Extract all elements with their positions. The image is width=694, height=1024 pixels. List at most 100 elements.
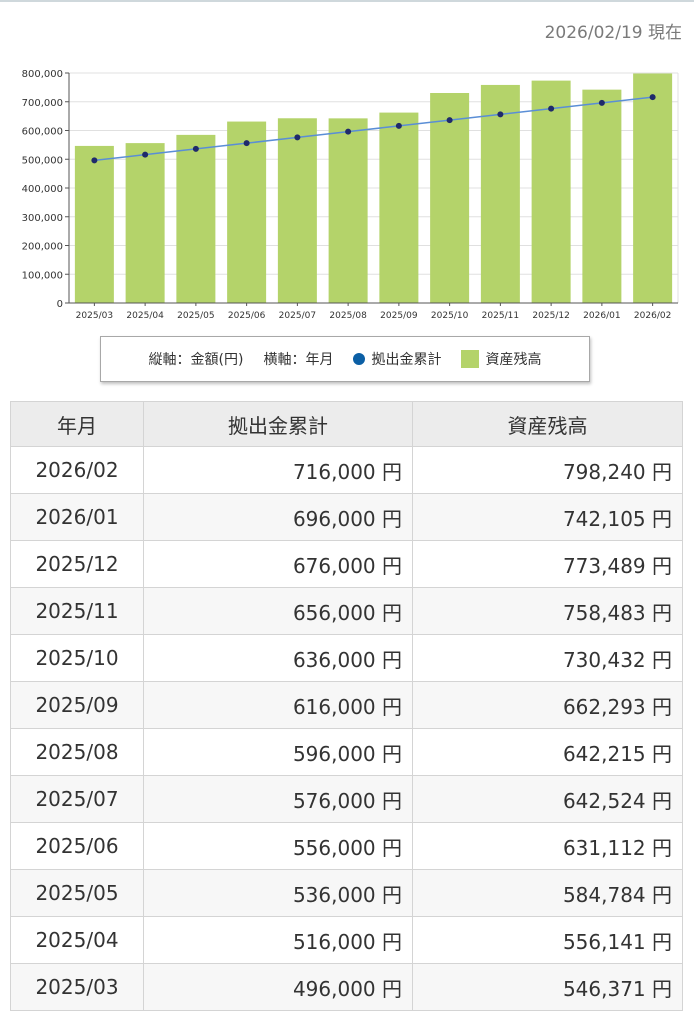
cell-contribution: 516,000 円 <box>143 916 413 964</box>
line-point <box>192 145 199 152</box>
cell-balance: 631,112 円 <box>412 822 683 870</box>
x-tick-label: 2025/08 <box>329 311 367 321</box>
cell-month: 2025/05 <box>10 869 144 917</box>
cell-month: 2025/12 <box>10 540 144 588</box>
bar <box>74 145 114 303</box>
x-tick-label: 2025/10 <box>431 311 469 321</box>
cell-balance: 730,432 円 <box>412 634 683 682</box>
legend-line-label: 拠出金累計 <box>371 352 442 368</box>
cell-month: 2025/09 <box>10 681 144 729</box>
chart-legend: 縦軸：金額(円) 横軸：年月 拠出金累計 資産残高 <box>100 336 590 382</box>
cell-month: 2025/07 <box>10 775 144 823</box>
x-tick-label: 2025/09 <box>380 311 418 321</box>
cell-balance: 662,293 円 <box>412 681 683 729</box>
y-tick-label: 200,000 <box>22 242 63 253</box>
y-tick-label: 0 <box>57 299 63 310</box>
cell-contribution: 696,000 円 <box>143 493 413 541</box>
cell-balance: 642,215 円 <box>412 728 683 776</box>
line-point <box>294 134 301 141</box>
cell-contribution: 556,000 円 <box>143 822 413 870</box>
cell-contribution: 676,000 円 <box>143 540 413 588</box>
cell-contribution: 616,000 円 <box>143 681 413 729</box>
table-row: 2025/09 616,000 円 662,293 円 <box>10 681 683 729</box>
table-row: 2025/11 656,000 円 758,483 円 <box>10 587 683 635</box>
asset-chart: 0 100,000 200,000 300,000 400,000 500,000 600,… <box>22 69 679 321</box>
header-contribution: 拠出金累計 <box>143 401 413 447</box>
cell-balance: 798,240 円 <box>412 446 683 494</box>
line-point <box>91 157 98 164</box>
line-point <box>446 117 453 124</box>
bar <box>176 134 216 303</box>
bar <box>430 93 470 304</box>
y-tick-label: 600,000 <box>22 127 63 138</box>
line-point <box>649 94 656 101</box>
y-tick-label: 100,000 <box>22 270 63 281</box>
table-row: 2025/03 496,000 円 546,371 円 <box>10 963 683 1011</box>
bar <box>328 118 368 303</box>
table-row: 2026/01 696,000 円 742,105 円 <box>10 493 683 541</box>
table-row: 2025/05 536,000 円 584,784 円 <box>10 869 683 917</box>
x-tick-label: 2025/12 <box>532 311 569 321</box>
circle-marker-icon <box>353 353 366 365</box>
cell-month: 2025/03 <box>10 963 144 1011</box>
table-row: 2026/02 716,000 円 798,240 円 <box>10 446 683 494</box>
line-point <box>395 122 402 129</box>
cell-contribution: 636,000 円 <box>143 634 413 682</box>
bar <box>379 112 419 303</box>
table-header-row: 年月 拠出金累計 資産残高 <box>10 401 683 447</box>
x-tick-label: 2025/11 <box>482 311 519 321</box>
line-point <box>548 105 555 112</box>
bar <box>480 84 520 303</box>
cell-contribution: 496,000 円 <box>143 963 413 1011</box>
table-row: 2025/12 676,000 円 773,489 円 <box>10 540 683 588</box>
header-balance: 資産残高 <box>412 401 683 447</box>
x-tick-label: 2025/04 <box>126 311 164 321</box>
cell-contribution: 716,000 円 <box>143 446 413 494</box>
cell-month: 2025/04 <box>10 916 144 964</box>
y-tick-label: 400,000 <box>22 184 63 195</box>
x-tick-label: 2026/01 <box>583 311 620 321</box>
cell-balance: 584,784 円 <box>412 869 683 917</box>
cell-balance: 556,141 円 <box>412 916 683 964</box>
x-tick-label: 2025/06 <box>228 311 266 321</box>
line-point <box>598 99 605 106</box>
x-tick-label: 2025/03 <box>76 311 113 321</box>
bar <box>531 80 571 303</box>
table-row: 2025/06 556,000 円 631,112 円 <box>10 822 683 870</box>
x-tick-label: 2026/02 <box>634 311 671 321</box>
bar <box>227 121 267 303</box>
table-row: 2025/07 576,000 円 642,524 円 <box>10 775 683 823</box>
table-row: 2025/10 636,000 円 730,432 円 <box>10 634 683 682</box>
legend-bar-item: 資産残高 <box>461 349 541 369</box>
top-divider <box>0 0 694 2</box>
legend-bar-label: 資産残高 <box>485 352 542 368</box>
table-row: 2025/08 596,000 円 642,215 円 <box>10 728 683 776</box>
as-of-date: 2026/02/19 現在 <box>544 23 682 43</box>
line-point <box>345 128 352 135</box>
cell-month: 2025/08 <box>10 728 144 776</box>
legend-x-axis: 横軸：年月 <box>263 352 334 368</box>
y-tick-label: 500,000 <box>22 155 63 166</box>
line-point <box>497 111 504 118</box>
series-line <box>94 96 653 162</box>
y-tick-label: 700,000 <box>22 98 63 109</box>
bar <box>582 89 622 304</box>
bar <box>125 143 165 303</box>
cell-month: 2025/06 <box>10 822 144 870</box>
header-month: 年月 <box>10 401 144 447</box>
cell-contribution: 536,000 円 <box>143 869 413 917</box>
legend-y-axis: 縦軸：金額(円) <box>148 352 244 368</box>
line-point <box>142 151 149 158</box>
cell-contribution: 596,000 円 <box>143 728 413 776</box>
square-swatch-icon <box>461 350 480 368</box>
bar <box>633 73 673 303</box>
cell-contribution: 656,000 円 <box>143 587 413 635</box>
cell-balance: 546,371 円 <box>412 963 683 1011</box>
y-tick-label: 300,000 <box>22 213 63 224</box>
cell-balance: 642,524 円 <box>412 775 683 823</box>
cell-balance: 758,483 円 <box>412 587 683 635</box>
table-row: 2025/04 516,000 円 556,141 円 <box>10 916 683 964</box>
cell-balance: 773,489 円 <box>412 540 683 588</box>
cell-balance: 742,105 円 <box>412 493 683 541</box>
